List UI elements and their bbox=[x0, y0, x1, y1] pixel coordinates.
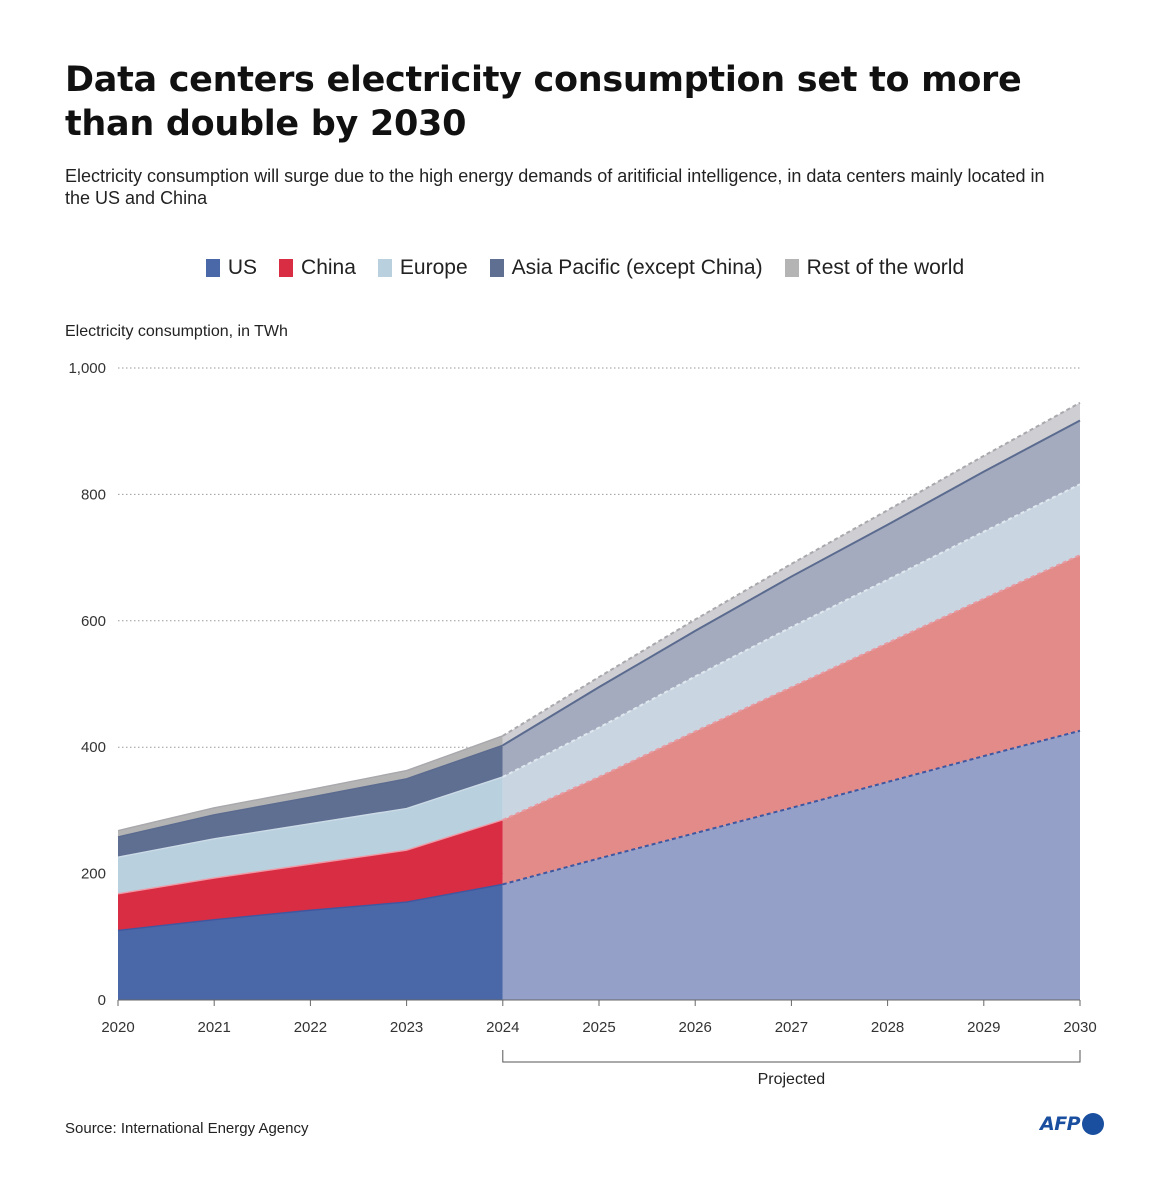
x-tick-label-2020: 2020 bbox=[101, 1019, 134, 1036]
y-tick-label-600: 600 bbox=[81, 613, 106, 630]
legend-label-rest: Rest of the world bbox=[806, 256, 965, 279]
area-china-projected bbox=[502, 555, 1080, 885]
legend-swatch-us bbox=[205, 259, 220, 277]
x-tick-label-2024: 2024 bbox=[486, 1019, 519, 1036]
line-us-historical bbox=[117, 883, 503, 932]
legend-label-us: US bbox=[227, 256, 258, 279]
y-axis-unit-label: Electricity consumption, in TWh bbox=[65, 323, 288, 340]
legend-item-europe: Europe bbox=[377, 256, 468, 280]
line-europe-historical bbox=[117, 776, 504, 858]
area-europe-historical bbox=[118, 776, 503, 894]
line-rest-historical bbox=[117, 735, 504, 832]
legend-swatch-asia bbox=[489, 259, 504, 277]
area-europe-projected bbox=[502, 484, 1080, 820]
legend-item-us: US bbox=[205, 256, 258, 280]
afp-logo: AFP bbox=[1040, 1113, 1105, 1135]
projected-label: Projected bbox=[758, 1071, 826, 1088]
x-tick-label-2029: 2029 bbox=[967, 1019, 1000, 1036]
legend-item-rest: Rest of the world bbox=[784, 256, 965, 280]
area-china-historical bbox=[118, 819, 503, 931]
chart-subtitle: Electricity consumption will surge due t… bbox=[65, 166, 1045, 208]
x-tick-label-2026: 2026 bbox=[679, 1019, 712, 1036]
legend-swatch-china bbox=[279, 259, 294, 277]
legend-swatch-europe bbox=[377, 259, 392, 277]
stacked-area-chart: 2020 2021 2022 2023 2024 2025 2026 2027 2028 2029… bbox=[68, 360, 1096, 1088]
legend-swatch-rest bbox=[784, 259, 799, 277]
x-tick-label-2028: 2028 bbox=[871, 1019, 904, 1036]
area-us-projected bbox=[502, 730, 1080, 1000]
x-tick-label-2021: 2021 bbox=[198, 1019, 231, 1036]
x-tick-label-2027: 2027 bbox=[775, 1019, 808, 1036]
area-rest-historical bbox=[118, 735, 503, 837]
area-us-historical bbox=[118, 884, 503, 1000]
area-rest-projected bbox=[502, 402, 1080, 746]
line-rest-projected bbox=[502, 401, 1081, 737]
x-tick-label-2030: 2030 bbox=[1063, 1019, 1096, 1036]
line-us-projected bbox=[502, 729, 1081, 886]
afp-logo-text: AFP bbox=[1040, 1113, 1081, 1135]
x-tick-label-2022: 2022 bbox=[294, 1019, 327, 1036]
legend-label-europe: Europe bbox=[399, 256, 468, 279]
y-tick-label-200: 200 bbox=[81, 866, 106, 883]
legend-label-china: China bbox=[301, 256, 356, 279]
line-china-historical bbox=[117, 819, 504, 895]
area-asia-projected bbox=[502, 420, 1080, 777]
y-tick-label-400: 400 bbox=[81, 739, 106, 756]
line-europe-projected bbox=[502, 483, 1081, 778]
chart-title: Data centers electricity consumption set… bbox=[65, 60, 1022, 144]
legend-label-asia: Asia Pacific (except China) bbox=[511, 256, 763, 279]
line-asia-historical bbox=[117, 744, 504, 838]
line-asia-projected bbox=[502, 419, 1081, 747]
afp-logo-dot-icon bbox=[1082, 1113, 1105, 1135]
line-china-projected bbox=[502, 554, 1081, 821]
legend: US China Europe Asia Pacific (except Chi… bbox=[0, 256, 1170, 280]
legend-item-asia: Asia Pacific (except China) bbox=[489, 256, 763, 280]
legend-item-china: China bbox=[279, 256, 356, 280]
projected-bracket bbox=[502, 1050, 1081, 1063]
y-tick-label-1000: 1,000 bbox=[68, 360, 106, 377]
x-tick-label-2023: 2023 bbox=[390, 1019, 423, 1036]
x-tick-label-2025: 2025 bbox=[582, 1019, 615, 1036]
area-asia-historical bbox=[118, 745, 503, 858]
source-note: Source: International Energy Agency bbox=[65, 1120, 309, 1137]
y-tick-label-0: 0 bbox=[98, 992, 106, 1009]
y-tick-label-800: 800 bbox=[81, 486, 106, 503]
